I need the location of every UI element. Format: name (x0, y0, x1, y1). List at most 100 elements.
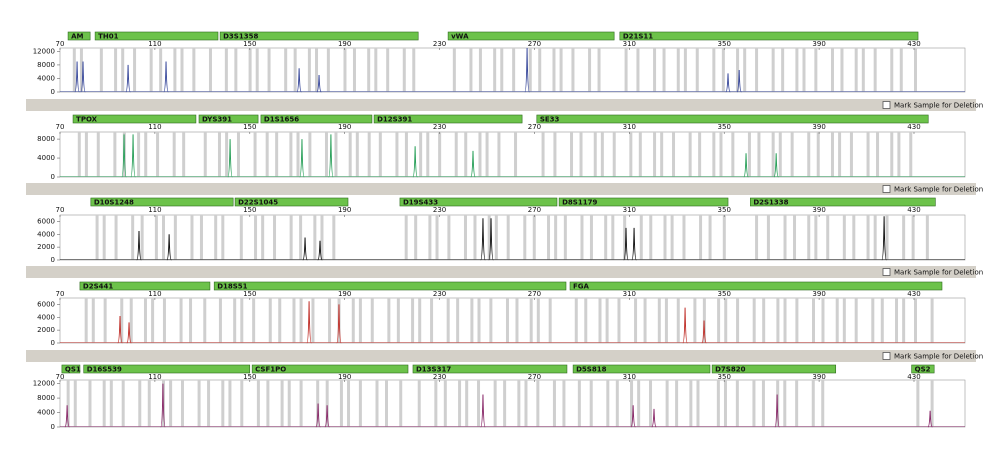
bin (287, 380, 291, 427)
bin (266, 380, 270, 427)
peak (524, 47, 530, 93)
bin (348, 132, 352, 177)
marker-bar (447, 31, 615, 41)
bin (293, 48, 297, 92)
bin (899, 48, 903, 92)
bin (352, 48, 356, 92)
bin (755, 48, 759, 92)
checkbox[interactable] (882, 185, 891, 193)
marker-bar (79, 281, 211, 291)
bin (217, 132, 221, 177)
marker-bar (711, 364, 837, 374)
bin (284, 48, 288, 92)
bin (637, 380, 641, 427)
bin (752, 380, 756, 427)
bin (326, 48, 330, 92)
bin (830, 132, 834, 177)
x-tick-label: 390 (812, 40, 825, 48)
bin (325, 380, 329, 427)
bin (252, 298, 256, 343)
bin (840, 48, 844, 92)
y-tick-label: 4000 (37, 313, 55, 321)
x-tick-label: 270 (528, 40, 541, 48)
bin (66, 380, 70, 427)
x-tick-label: 310 (623, 206, 636, 214)
bin (604, 215, 608, 260)
bin (412, 48, 416, 92)
bin (719, 132, 723, 177)
bin (234, 48, 238, 92)
bin (600, 132, 604, 177)
checkbox[interactable] (882, 101, 891, 109)
bin (688, 132, 692, 177)
peak (316, 75, 322, 93)
marker-label: TPOX (76, 116, 98, 124)
marker-bar (213, 281, 567, 291)
x-tick-label: 230 (433, 123, 446, 131)
bin (493, 48, 497, 92)
bin (478, 132, 482, 177)
bin (503, 380, 507, 427)
bin (438, 132, 442, 177)
marker-bar (251, 364, 409, 374)
bin (417, 380, 421, 427)
bin (854, 298, 858, 343)
bin (842, 298, 846, 343)
bin (129, 298, 133, 343)
x-tick-label: 270 (528, 123, 541, 131)
bin (203, 298, 207, 343)
marker-bar (67, 31, 91, 41)
y-tick-label: 6000 (37, 300, 55, 308)
bin (814, 48, 818, 92)
bin (399, 380, 403, 427)
bin (783, 215, 787, 260)
marker-label: D16S539 (87, 366, 122, 374)
bin (103, 298, 107, 343)
bin (469, 48, 473, 92)
bin (239, 215, 243, 260)
bin (636, 48, 640, 92)
bin (311, 298, 315, 343)
bin (324, 132, 328, 177)
x-tick-label: 70 (56, 123, 65, 131)
bin (630, 380, 634, 427)
bin (446, 298, 450, 343)
bin (489, 298, 493, 343)
y-tick-label: 0 (51, 423, 55, 431)
bin (454, 132, 458, 177)
bin (547, 215, 551, 260)
checkbox[interactable] (882, 352, 891, 360)
bin (265, 132, 269, 177)
bin (151, 298, 155, 343)
marker-label: AM (71, 33, 83, 41)
separator-bar (26, 266, 976, 278)
bin (553, 132, 557, 177)
bin (747, 132, 751, 177)
bin (435, 215, 439, 260)
bin (795, 380, 799, 427)
x-tick-label: 150 (243, 123, 256, 131)
bin (506, 215, 510, 260)
bin (793, 215, 797, 260)
bin (638, 132, 642, 177)
bin (617, 298, 621, 343)
bin (143, 298, 147, 343)
bin (598, 298, 602, 343)
bin (916, 380, 920, 427)
bin (299, 298, 303, 343)
bin (428, 215, 432, 260)
bin (653, 132, 657, 177)
bin (197, 380, 201, 427)
bin (299, 380, 303, 427)
bin (465, 380, 469, 427)
plot-area (59, 214, 966, 261)
bin (493, 380, 497, 427)
bin (203, 132, 207, 177)
bin (660, 132, 664, 177)
bin (328, 298, 332, 343)
bin (597, 48, 601, 92)
marker-bar (219, 31, 419, 41)
checkbox[interactable] (882, 268, 891, 276)
bin (552, 48, 556, 92)
peak (125, 64, 131, 93)
